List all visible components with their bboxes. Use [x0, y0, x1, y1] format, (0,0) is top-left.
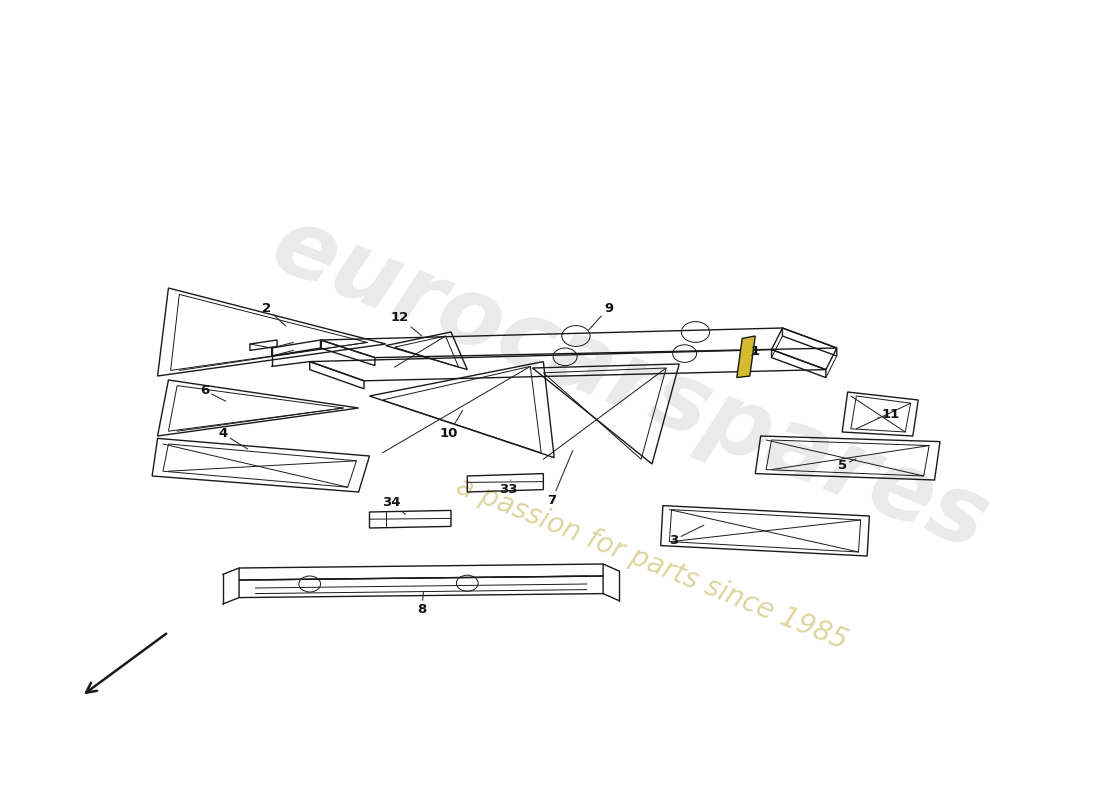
- Text: 5: 5: [837, 459, 856, 472]
- Text: 1: 1: [750, 346, 760, 358]
- Text: 2: 2: [262, 302, 286, 326]
- Polygon shape: [737, 336, 756, 378]
- Text: 12: 12: [390, 311, 421, 336]
- Text: 34: 34: [382, 496, 406, 514]
- Text: 33: 33: [499, 480, 518, 496]
- Text: 11: 11: [878, 408, 900, 421]
- Text: 10: 10: [440, 410, 463, 440]
- Text: 6: 6: [200, 384, 225, 401]
- Text: 3: 3: [669, 526, 704, 546]
- Text: 7: 7: [548, 450, 573, 506]
- Text: a passion for parts since 1985: a passion for parts since 1985: [452, 473, 851, 655]
- Text: 8: 8: [417, 592, 427, 616]
- Text: eurocarspares: eurocarspares: [258, 198, 1002, 570]
- Text: 9: 9: [588, 302, 613, 330]
- Text: 4: 4: [218, 427, 248, 449]
